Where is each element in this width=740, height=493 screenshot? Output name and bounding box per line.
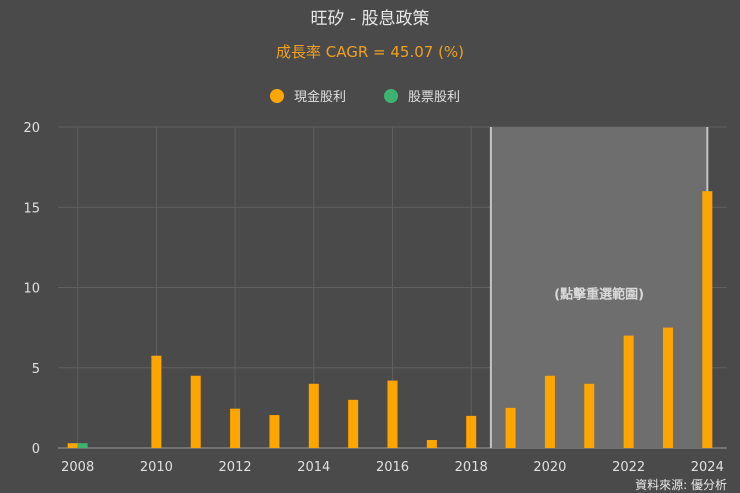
x-tick-label: 2010	[140, 460, 173, 475]
bar-cash-dividend[interactable]	[67, 443, 78, 448]
y-tick-label: 15	[23, 201, 40, 216]
bar-cash-dividend[interactable]	[466, 415, 477, 448]
x-tick-label: 2024	[691, 460, 724, 475]
x-tick-label: 2018	[455, 460, 488, 475]
x-tick-label: 2016	[376, 460, 409, 475]
y-axis: 0 5 10 15 20	[23, 121, 40, 457]
bar-cash-dividend[interactable]	[662, 327, 673, 448]
y-tick-label: 20	[23, 121, 40, 136]
x-tick-label: 2012	[219, 460, 252, 475]
x-tick-label: 2008	[61, 460, 94, 475]
bar-cash-dividend[interactable]	[623, 335, 634, 448]
bar-cash-dividend[interactable]	[505, 407, 516, 448]
selection-hint: (點擊重選範圍)	[554, 287, 644, 303]
bar-cash-dividend[interactable]	[702, 191, 713, 448]
y-tick-label: 10	[23, 282, 40, 297]
bar-cash-dividend[interactable]	[544, 375, 555, 448]
x-tick-label: 2014	[297, 460, 330, 475]
bar-cash-dividend[interactable]	[190, 375, 201, 448]
bar-cash-dividend[interactable]	[584, 383, 595, 448]
legend-label-stock: 股票股利	[408, 90, 460, 105]
legend-item-stock[interactable]: 股票股利	[384, 89, 460, 105]
bar-cash-dividend[interactable]	[348, 399, 359, 448]
legend-marker-stock	[384, 89, 398, 103]
bar-stock-dividend[interactable]	[77, 443, 88, 448]
bar-cash-dividend[interactable]	[308, 383, 319, 448]
y-tick-label: 5	[32, 362, 40, 377]
bar-cash-dividend[interactable]	[151, 355, 162, 448]
bar-cash-dividend[interactable]	[387, 380, 398, 448]
x-axis: 2008 2010 2012 2014 2016 2018 2020 2022 2024	[61, 460, 724, 475]
legend-label-cash: 現金股利	[294, 89, 346, 105]
chart-subtitle: 成長率 CAGR = 45.07 (%)	[276, 43, 464, 61]
legend-item-cash[interactable]: 現金股利	[270, 89, 346, 105]
bar-cash-dividend[interactable]	[269, 415, 280, 448]
selection-range[interactable]: (點擊重選範圍)	[489, 127, 709, 448]
bar-cash-dividend[interactable]	[230, 408, 241, 448]
legend: 現金股利 股票股利	[270, 89, 460, 105]
legend-marker-cash	[270, 89, 284, 103]
y-tick-label: 0	[32, 442, 40, 457]
x-tick-label: 2022	[612, 460, 645, 475]
source-label: 資料來源: 優分析	[635, 478, 727, 492]
bars	[67, 191, 713, 448]
x-tick-label: 2020	[533, 460, 566, 475]
bar-cash-dividend[interactable]	[426, 439, 437, 448]
chart-title: 旺矽 - 股息政策	[311, 9, 430, 29]
